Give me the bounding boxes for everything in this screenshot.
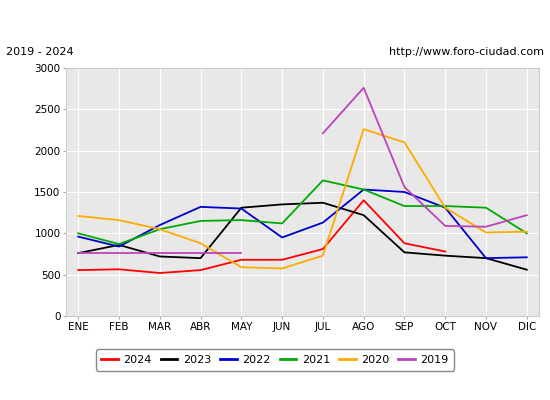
Text: 2019 - 2024: 2019 - 2024 bbox=[6, 47, 73, 57]
Text: http://www.foro-ciudad.com: http://www.foro-ciudad.com bbox=[389, 47, 544, 57]
Legend: 2024, 2023, 2022, 2021, 2020, 2019: 2024, 2023, 2022, 2021, 2020, 2019 bbox=[96, 350, 454, 370]
Text: Evolucion Nº Turistas Nacionales en el municipio de Siete Aguas: Evolucion Nº Turistas Nacionales en el m… bbox=[34, 12, 516, 24]
